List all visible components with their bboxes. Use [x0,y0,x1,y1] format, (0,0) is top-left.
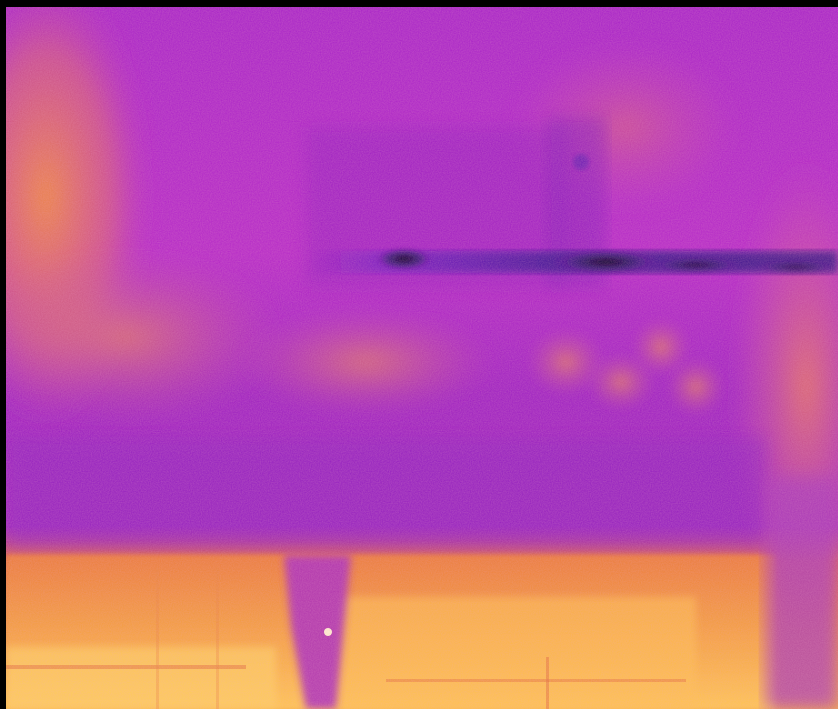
thermal-image [6,7,838,709]
